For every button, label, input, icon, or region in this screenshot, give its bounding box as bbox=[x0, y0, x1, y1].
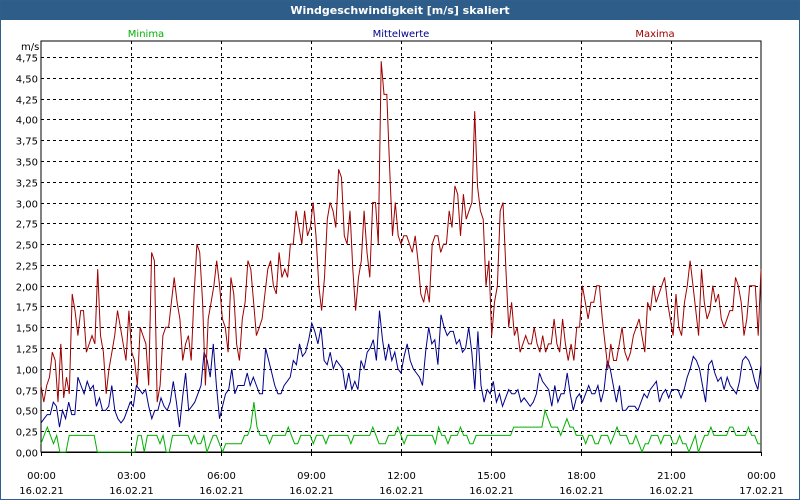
legend-mittelwerte: Mittelwerte bbox=[373, 29, 430, 40]
y-tick-label: 3,25 bbox=[16, 179, 38, 190]
y-axis-unit-label: m/s bbox=[21, 42, 39, 53]
y-tick-label: 1,75 bbox=[16, 303, 38, 314]
legend-minima: Minima bbox=[128, 29, 164, 40]
x-tick-date-label: 16.02.21 bbox=[109, 486, 154, 497]
x-tick-date-label: 16.02.21 bbox=[19, 486, 64, 497]
y-tick-label: 2,50 bbox=[16, 241, 38, 252]
y-tick-label: 3,00 bbox=[16, 200, 38, 211]
x-tick-time-label: 18:00 bbox=[567, 471, 596, 482]
y-tick-label: 2,00 bbox=[16, 283, 38, 294]
y-tick-label: 1,00 bbox=[16, 366, 38, 377]
x-tick-date-label: 16.02.21 bbox=[559, 486, 604, 497]
series-maxima-line bbox=[40, 61, 762, 403]
y-tick-label: 4,25 bbox=[16, 96, 38, 107]
y-tick-label: 3,50 bbox=[16, 158, 38, 169]
x-tick-date-label: 16.02.21 bbox=[649, 486, 694, 497]
legend: Minima Mittelwerte Maxima bbox=[128, 29, 675, 40]
y-tick-label: 0,25 bbox=[16, 428, 38, 439]
x-tick-date-label: 16.02.21 bbox=[379, 486, 424, 497]
y-tick-label: 3,75 bbox=[16, 137, 38, 148]
series-minima-line bbox=[40, 402, 761, 454]
y-tick-label: 1,25 bbox=[16, 345, 38, 356]
y-tick-label: 4,00 bbox=[16, 116, 38, 127]
legend-maxima: Maxima bbox=[635, 29, 674, 40]
grid-layer bbox=[40, 40, 762, 456]
x-tick-date-label: 16.02.21 bbox=[469, 486, 514, 497]
x-tick-time-label: 00:00 bbox=[27, 471, 56, 482]
x-tick-time-label: 15:00 bbox=[477, 471, 506, 482]
y-tick-label: 4,50 bbox=[16, 75, 38, 86]
x-tick-time-label: 12:00 bbox=[387, 471, 416, 482]
x-tick-time-label: 09:00 bbox=[297, 471, 326, 482]
y-tick-label: 2,75 bbox=[16, 220, 38, 231]
x-tick-time-label: 03:00 bbox=[117, 471, 146, 482]
axis-layer: 0,00 0,25 0,50 0,75 1,00 1,25 1,50 1,75 2,00 2,25… bbox=[16, 54, 784, 498]
y-tick-label: 2,25 bbox=[16, 262, 38, 273]
x-tick-date-label: 16.02.21 bbox=[199, 486, 244, 497]
y-tick-label: 0,50 bbox=[16, 407, 38, 418]
x-tick-time-label: 06:00 bbox=[207, 471, 236, 482]
y-tick-label: 4,75 bbox=[16, 54, 38, 65]
series-mittelwerte-line bbox=[40, 310, 762, 428]
x-tick-time-label: 21:00 bbox=[657, 471, 686, 482]
x-tick-date-label: 17.02.21 bbox=[739, 486, 784, 497]
y-tick-label: 0,75 bbox=[16, 387, 38, 398]
y-tick-label: 0,00 bbox=[16, 449, 38, 460]
window-title: Windgeschwindigkeit [m/s] skaliert bbox=[1, 1, 799, 20]
series-layer bbox=[40, 61, 762, 454]
y-tick-label: 1,50 bbox=[16, 324, 38, 335]
x-tick-date-label: 16.02.21 bbox=[289, 486, 334, 497]
x-tick-time-label: 00:00 bbox=[747, 471, 776, 482]
